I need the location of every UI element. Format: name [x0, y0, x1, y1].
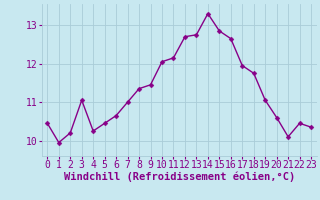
X-axis label: Windchill (Refroidissement éolien,°C): Windchill (Refroidissement éolien,°C)	[64, 172, 295, 182]
